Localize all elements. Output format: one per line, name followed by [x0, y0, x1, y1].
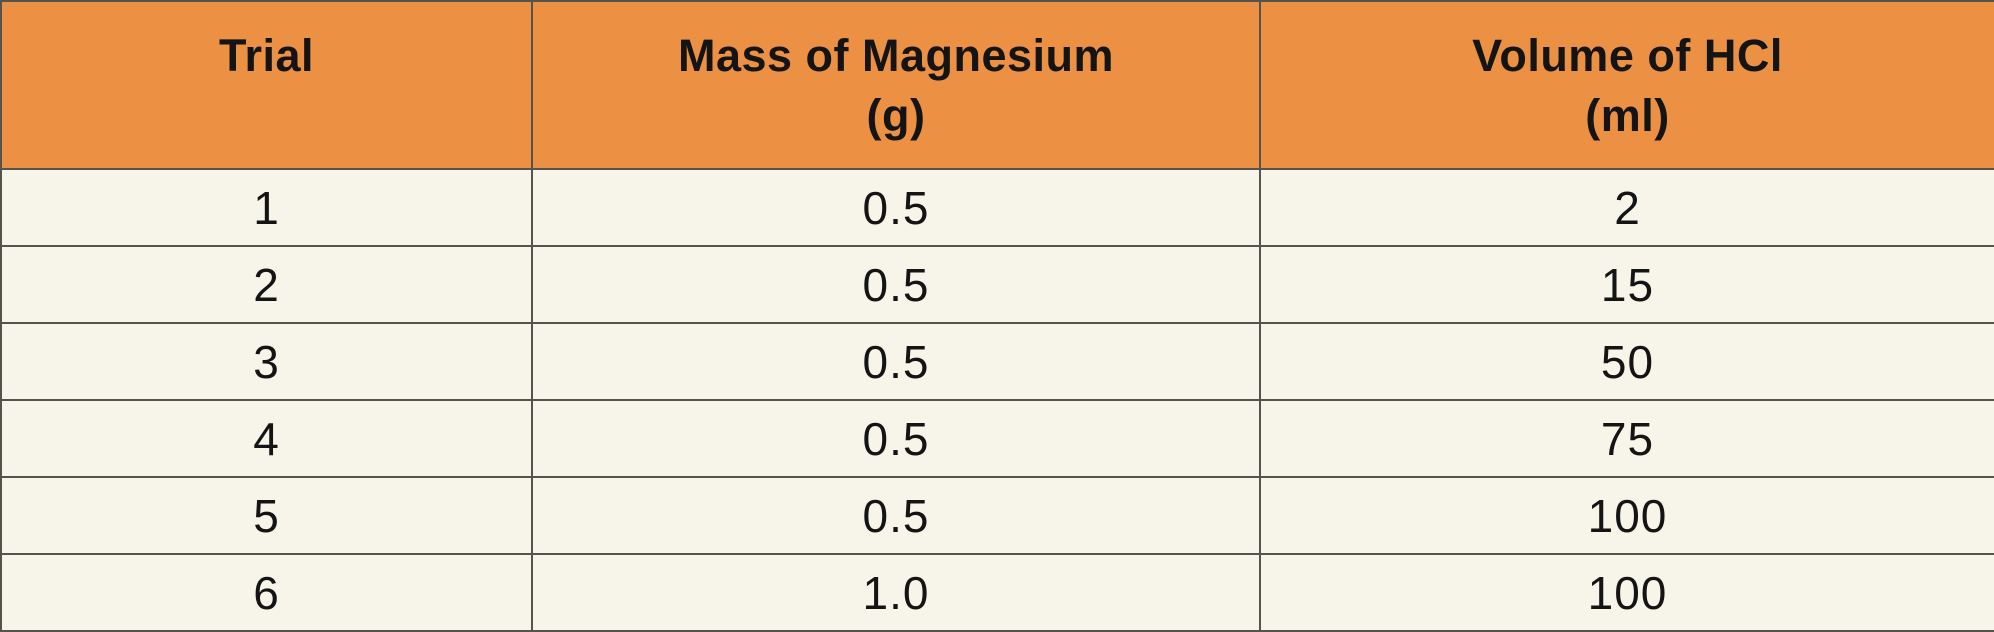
- table-row: 2 0.5 15: [0, 245, 1994, 324]
- column-unit: (ml): [1585, 90, 1670, 141]
- cell-mass: 0.5: [531, 399, 1261, 478]
- column-label: Mass of Magnesium: [677, 30, 1115, 81]
- header-row: Trial Mass of Magnesium (g) Volume of HC…: [0, 0, 1994, 170]
- table-header: Trial Mass of Magnesium (g) Volume of HC…: [0, 0, 1994, 170]
- table-row: 3 0.5 50: [0, 322, 1994, 401]
- cell-trial: 1: [0, 168, 533, 247]
- cell-volume: 15: [1259, 245, 1994, 324]
- column-header-volume: Volume of HCl (ml): [1259, 0, 1994, 170]
- cell-trial: 3: [0, 322, 533, 401]
- cell-trial: 6: [0, 553, 533, 632]
- table-row: 4 0.5 75: [0, 399, 1994, 478]
- cell-mass: 0.5: [531, 168, 1261, 247]
- cell-volume: 75: [1259, 399, 1994, 478]
- cell-mass: 0.5: [531, 245, 1261, 324]
- column-label: Trial: [218, 30, 315, 81]
- cell-volume: 100: [1259, 476, 1994, 555]
- column-header-mass: Mass of Magnesium (g): [531, 0, 1261, 170]
- column-label: Volume of HCl: [1472, 30, 1783, 81]
- cell-volume: 50: [1259, 322, 1994, 401]
- cell-trial: 4: [0, 399, 533, 478]
- cell-mass: 1.0: [531, 553, 1261, 632]
- table-row: 1 0.5 2: [0, 168, 1994, 247]
- cell-mass: 0.5: [531, 476, 1261, 555]
- column-header-trial: Trial: [0, 0, 533, 170]
- table-body: 1 0.5 2 2 0.5 15 3 0.5 50 4 0.5 75 5 0.5 100 6 1.0 100: [0, 168, 1994, 632]
- column-unit: (g): [866, 90, 926, 141]
- cell-volume: 100: [1259, 553, 1994, 632]
- table-row: 5 0.5 100: [0, 476, 1994, 555]
- cell-mass: 0.5: [531, 322, 1261, 401]
- cell-volume: 2: [1259, 168, 1994, 247]
- cell-trial: 2: [0, 245, 533, 324]
- cell-trial: 5: [0, 476, 533, 555]
- table-row: 6 1.0 100: [0, 553, 1994, 632]
